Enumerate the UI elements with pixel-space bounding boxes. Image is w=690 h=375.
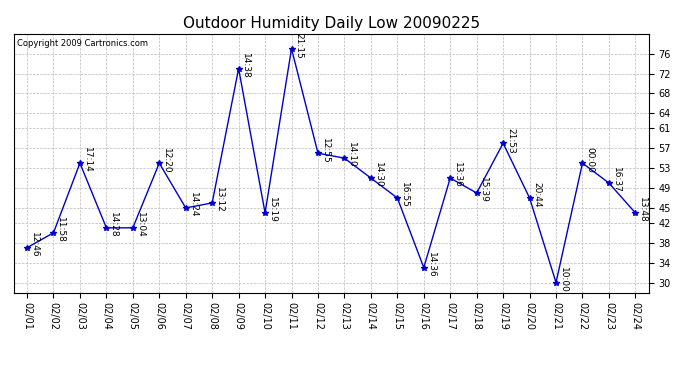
Text: 10:00: 10:00	[559, 267, 568, 293]
Text: 13:04: 13:04	[136, 212, 145, 238]
Text: 14:10: 14:10	[347, 142, 356, 168]
Text: 16:37: 16:37	[612, 167, 621, 193]
Text: 12:46: 12:46	[30, 232, 39, 258]
Text: 14:30: 14:30	[374, 162, 383, 188]
Text: 12:55: 12:55	[321, 138, 330, 163]
Text: 13:12: 13:12	[215, 187, 224, 213]
Text: Copyright 2009 Cartronics.com: Copyright 2009 Cartronics.com	[17, 39, 148, 48]
Text: 14:24: 14:24	[188, 192, 197, 218]
Text: 21:15: 21:15	[295, 33, 304, 59]
Text: 11:58: 11:58	[57, 217, 66, 243]
Text: 12:20: 12:20	[162, 147, 171, 173]
Text: 16:55: 16:55	[400, 182, 409, 208]
Text: 13:48: 13:48	[638, 197, 647, 223]
Text: 17:14: 17:14	[83, 147, 92, 173]
Text: 15:39: 15:39	[480, 177, 489, 203]
Text: 21:53: 21:53	[506, 128, 515, 153]
Text: 15:19: 15:19	[268, 197, 277, 223]
Title: Outdoor Humidity Daily Low 20090225: Outdoor Humidity Daily Low 20090225	[183, 16, 480, 31]
Text: 00:00: 00:00	[585, 147, 594, 173]
Text: 14:36: 14:36	[426, 252, 435, 278]
Text: 20:44: 20:44	[533, 182, 542, 208]
Text: 13:36: 13:36	[453, 162, 462, 188]
Text: 14:28: 14:28	[109, 212, 118, 238]
Text: 14:38: 14:38	[241, 53, 250, 79]
